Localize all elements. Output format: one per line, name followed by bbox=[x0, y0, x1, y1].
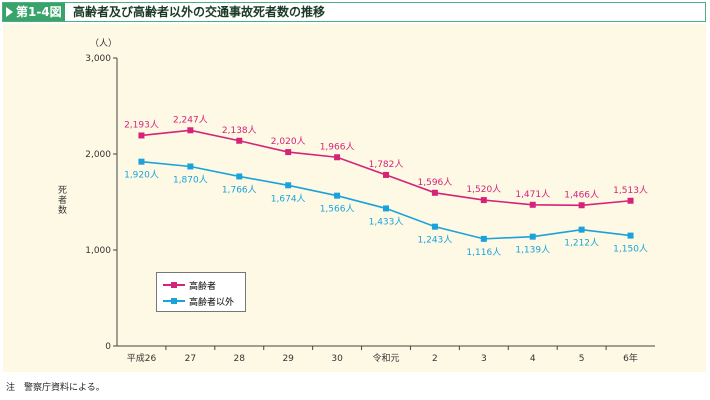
x-tick-label: 2 bbox=[432, 354, 438, 364]
data-point-elderly bbox=[138, 132, 145, 139]
data-label-non-elderly: 1,243人 bbox=[418, 235, 453, 246]
data-point-elderly bbox=[334, 154, 341, 161]
x-tick-label: 令和元 bbox=[372, 352, 399, 364]
chart-background bbox=[3, 24, 706, 372]
data-label-elderly: 2,247人 bbox=[173, 114, 208, 125]
data-label-elderly: 1,966人 bbox=[320, 141, 355, 152]
legend-label-non-elderly: 高齢者以外 bbox=[189, 297, 235, 308]
data-label-elderly: 1,520人 bbox=[466, 184, 501, 195]
title-bar: 第1-4図 高齢者及び高齢者以外の交通事故死者数の推移 bbox=[2, 2, 706, 22]
data-point-non-elderly bbox=[578, 226, 585, 233]
legend: 高齢者 高齢者以外 bbox=[156, 272, 246, 312]
data-label-elderly: 1,782人 bbox=[369, 159, 404, 170]
data-point-non-elderly bbox=[431, 223, 438, 230]
data-label-non-elderly: 1,566人 bbox=[320, 204, 355, 215]
y-tick-label: 1,000 bbox=[85, 246, 111, 256]
data-label-elderly: 1,471人 bbox=[515, 189, 550, 200]
figure-badge: 第1-4図 bbox=[3, 3, 65, 21]
data-point-non-elderly bbox=[236, 173, 243, 180]
data-label-elderly: 1,596人 bbox=[418, 177, 453, 188]
data-point-elderly bbox=[236, 137, 243, 144]
data-point-elderly bbox=[480, 197, 487, 204]
legend-marker-elderly bbox=[163, 279, 185, 291]
data-label-non-elderly: 1,674人 bbox=[271, 193, 306, 204]
data-label-non-elderly: 1,766人 bbox=[222, 184, 257, 195]
chart-title: 高齢者及び高齢者以外の交通事故死者数の推移 bbox=[73, 5, 326, 19]
data-label-non-elderly: 1,150人 bbox=[613, 244, 648, 255]
legend-marker-non-elderly bbox=[163, 295, 185, 307]
data-point-non-elderly bbox=[285, 182, 292, 189]
data-label-elderly: 2,138人 bbox=[222, 125, 257, 136]
data-label-elderly: 2,020人 bbox=[271, 136, 306, 147]
data-point-non-elderly bbox=[187, 163, 194, 170]
data-label-non-elderly: 1,920人 bbox=[124, 170, 159, 181]
legend-item-elderly: 高齢者 bbox=[163, 279, 217, 292]
data-point-non-elderly bbox=[383, 205, 389, 212]
x-tick-label: 29 bbox=[282, 354, 294, 364]
data-point-non-elderly bbox=[627, 232, 634, 239]
x-tick-label: 28 bbox=[234, 354, 246, 364]
data-point-elderly bbox=[285, 149, 292, 156]
data-point-non-elderly bbox=[334, 192, 341, 199]
data-label-elderly: 1,513人 bbox=[613, 185, 648, 196]
legend-label-elderly: 高齢者 bbox=[189, 281, 217, 292]
data-point-elderly bbox=[578, 202, 585, 209]
x-tick-label: 5 bbox=[579, 354, 585, 364]
data-point-non-elderly bbox=[480, 235, 487, 242]
y-axis-unit: （人） bbox=[90, 39, 118, 49]
data-point-non-elderly bbox=[529, 233, 536, 240]
y-tick-label: 2,000 bbox=[85, 150, 111, 160]
data-point-elderly bbox=[383, 171, 389, 178]
y-tick-label: 0 bbox=[105, 342, 111, 352]
data-point-elderly bbox=[187, 127, 194, 134]
data-label-non-elderly: 1,870人 bbox=[173, 174, 208, 185]
source-note: 注 警察庁資料による。 bbox=[6, 383, 105, 393]
data-label-non-elderly: 1,116人 bbox=[466, 247, 501, 258]
data-label-elderly: 2,193人 bbox=[124, 119, 159, 130]
x-tick-label: 3 bbox=[481, 354, 487, 364]
data-point-elderly bbox=[431, 189, 438, 196]
data-label-elderly: 1,466人 bbox=[564, 189, 599, 200]
data-point-non-elderly bbox=[138, 158, 145, 165]
x-tick-label: 平成26 bbox=[127, 352, 157, 364]
data-label-non-elderly: 1,212人 bbox=[564, 238, 599, 249]
x-tick-label: 4 bbox=[530, 354, 536, 364]
x-tick-label: 6年 bbox=[623, 352, 638, 364]
x-tick-label: 30 bbox=[331, 354, 343, 364]
data-label-non-elderly: 1,433人 bbox=[369, 216, 404, 227]
x-tick-label: 27 bbox=[185, 354, 196, 364]
data-label-non-elderly: 1,139人 bbox=[515, 245, 550, 256]
y-tick-label: 3,000 bbox=[85, 54, 111, 64]
triangle-icon bbox=[6, 7, 13, 17]
data-point-elderly bbox=[627, 197, 634, 204]
y-axis-label: 死者数 bbox=[56, 185, 66, 215]
figure-number: 第1-4図 bbox=[16, 5, 62, 19]
legend-item-non-elderly: 高齢者以外 bbox=[163, 295, 235, 308]
data-point-elderly bbox=[529, 201, 536, 208]
